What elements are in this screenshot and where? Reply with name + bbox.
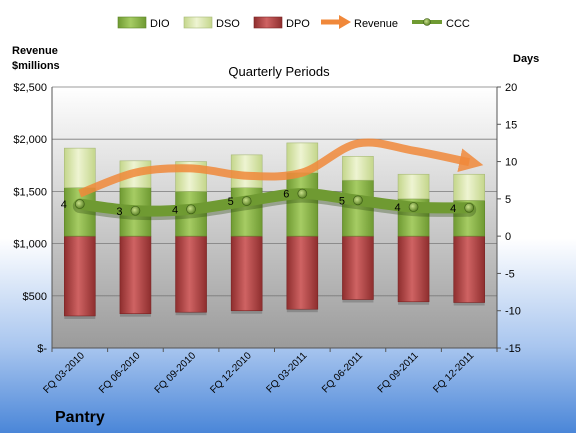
ccc-data-label: 5 [339, 195, 345, 207]
bar-dpo [230, 235, 263, 312]
right-axis-tick-label: 20 [505, 82, 517, 94]
right-axis-tick-label: 0 [505, 231, 511, 243]
ccc-data-label: 4 [394, 202, 400, 214]
bar-dso [342, 156, 374, 181]
legend-item-revenue: Revenue [321, 15, 398, 30]
ccc-data-label: 4 [61, 199, 67, 211]
left-axis-tick-label: $2,000 [13, 134, 47, 146]
bar-dio [342, 179, 374, 237]
left-axis-tick-label: $500 [23, 291, 47, 303]
legend-label-dso: DSO [216, 18, 240, 30]
ccc-point [74, 199, 85, 209]
right-axis-tick-label: -5 [505, 268, 515, 280]
legend-item-dso: DSO [183, 16, 240, 30]
legend-item-ccc: CCC [412, 18, 470, 30]
bar-dpo [342, 235, 374, 300]
revenue-series [78, 138, 484, 198]
legend-item-dio: DIO [117, 16, 170, 30]
legend-marker-ccc [423, 18, 431, 26]
right-axis-tick-label: -15 [505, 343, 521, 355]
right-axis-tick-label: 15 [505, 119, 517, 131]
bar-dpo [453, 235, 485, 303]
right-axis-tick-label: -10 [505, 306, 521, 318]
revenue-line [78, 138, 484, 198]
legend-swatch-dso [183, 16, 213, 29]
legend-arrow-revenue-icon [339, 15, 351, 29]
ccc-point [408, 202, 419, 212]
right-axis-label: Days [513, 53, 539, 65]
left-axis-tick-label: $2,500 [13, 82, 47, 94]
chart-title: Quarterly Periods [228, 64, 330, 79]
ccc-point [130, 205, 141, 216]
footer-title: Pantry [55, 409, 105, 426]
bar-dso [397, 173, 430, 200]
ccc-data-label: 3 [116, 206, 122, 218]
bar-dpo [175, 235, 207, 313]
ccc-point [297, 188, 308, 199]
legend-swatch-dio [117, 16, 147, 29]
bar-dpo [119, 235, 152, 314]
left-axis-tick-label: $- [37, 343, 47, 355]
left-axis-label-line1: Revenue [12, 45, 58, 57]
ccc-point [464, 202, 475, 213]
ccc-point [353, 195, 363, 206]
bar-dpo [397, 235, 430, 303]
legend-swatch-dpo [253, 16, 283, 29]
legend-label-dpo: DPO [286, 18, 310, 30]
right-axis-tick-label: 10 [505, 157, 517, 169]
ccc-data-label: 5 [228, 196, 234, 208]
left-axis-tick-label: $1,500 [13, 186, 47, 198]
ccc-data-label: 4 [450, 203, 456, 215]
bar-dio [286, 172, 319, 237]
ccc-series: 4 3 4 5 6 5 4 4 [61, 188, 477, 221]
legend-item-dpo: DPO [253, 16, 310, 30]
legend-label-ccc: CCC [446, 18, 470, 30]
bar-dpo [286, 235, 319, 310]
ccc-point [186, 204, 196, 215]
right-axis-tick-label: 5 [505, 194, 511, 206]
bar-dso [453, 173, 485, 201]
legend: DIO DSO DPO Revenue CCC [117, 15, 470, 30]
ccc-data-label: 4 [172, 204, 178, 216]
bar-dso [64, 147, 96, 188]
bar-dpo [64, 235, 96, 317]
bars [64, 142, 485, 319]
left-axis-tick-label: $1,000 [13, 239, 47, 251]
legend-label-dio: DIO [150, 18, 170, 30]
legend-label-revenue: Revenue [354, 18, 398, 30]
ccc-data-label: 6 [283, 189, 289, 201]
ccc-point [241, 196, 252, 206]
axes [51, 86, 501, 352]
left-axis-label-line2: $millions [12, 60, 60, 72]
bar-dio [64, 187, 96, 237]
